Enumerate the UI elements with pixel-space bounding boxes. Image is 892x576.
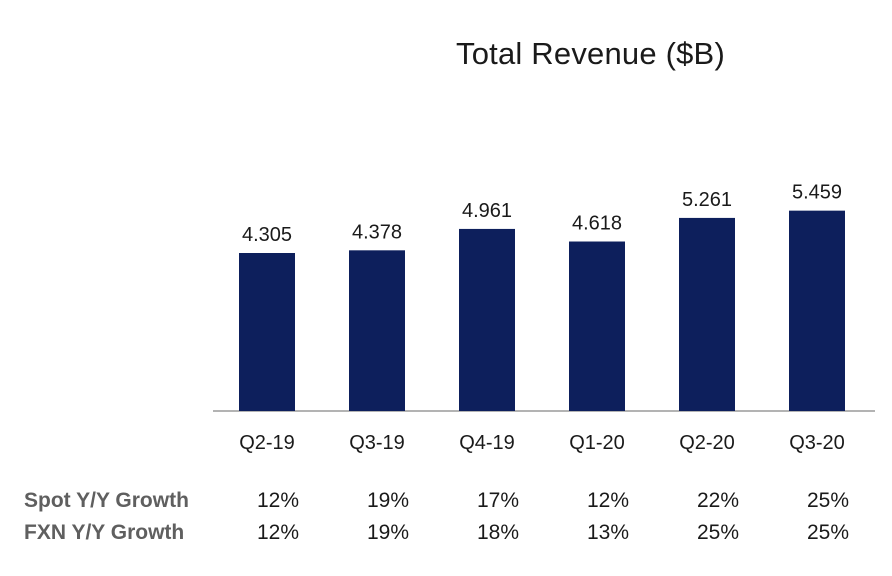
bar-q3-20 bbox=[789, 210, 845, 411]
x-tick-q3-19: Q3-19 bbox=[349, 432, 405, 454]
fxn-growth-value-q4-19: 18% bbox=[476, 521, 519, 544]
spot-growth-value-q4-19: 17% bbox=[476, 489, 519, 512]
data-label-q2-19: 4.305 bbox=[242, 224, 292, 246]
x-tick-q4-19: Q4-19 bbox=[459, 432, 515, 454]
data-label-q2-20: 5.261 bbox=[682, 189, 732, 211]
spot-growth-label: Spot Y/Y Growth bbox=[24, 489, 189, 512]
revenue-bar-chart: 4.305 Q2-19 4.378 Q3-19 4.961 Q4-19 4.618 Q1-20… bbox=[213, 182, 875, 454]
x-tick-q2-19: Q2-19 bbox=[239, 432, 295, 454]
fxn-growth-value-q2-20: 25% bbox=[696, 521, 739, 544]
bar-q2-20 bbox=[679, 217, 735, 411]
bar-q1-20 bbox=[569, 241, 625, 411]
data-label-q1-20: 4.618 bbox=[572, 213, 622, 235]
data-label-q3-19: 4.378 bbox=[352, 221, 402, 243]
x-tick-q3-20: Q3-20 bbox=[789, 432, 845, 454]
spot-growth-value-q3-20: 25% bbox=[806, 489, 849, 512]
spot-growth-value-q2-20: 22% bbox=[696, 489, 739, 512]
bar-q4-19 bbox=[459, 228, 515, 411]
x-tick-q2-20: Q2-20 bbox=[679, 432, 735, 454]
bar-q2-19 bbox=[239, 253, 295, 411]
x-tick-q1-20: Q1-20 bbox=[569, 432, 625, 454]
data-label-q4-19: 4.961 bbox=[462, 200, 512, 222]
chart-title: Total Revenue ($B) bbox=[456, 36, 725, 71]
fxn-growth-label: FXN Y/Y Growth bbox=[24, 521, 185, 544]
fxn-growth-value-q3-20: 25% bbox=[806, 521, 849, 544]
spot-growth-value-q2-19: 12% bbox=[256, 489, 299, 512]
spot-growth-value-q3-19: 19% bbox=[366, 489, 409, 512]
bar-q3-19 bbox=[349, 250, 405, 411]
spot-growth-value-q1-20: 12% bbox=[586, 489, 629, 512]
fxn-growth-value-q1-20: 13% bbox=[586, 521, 629, 544]
fxn-growth-value-q3-19: 19% bbox=[366, 521, 409, 544]
data-label-q3-20: 5.459 bbox=[792, 182, 842, 204]
fxn-growth-value-q2-19: 12% bbox=[256, 521, 299, 544]
